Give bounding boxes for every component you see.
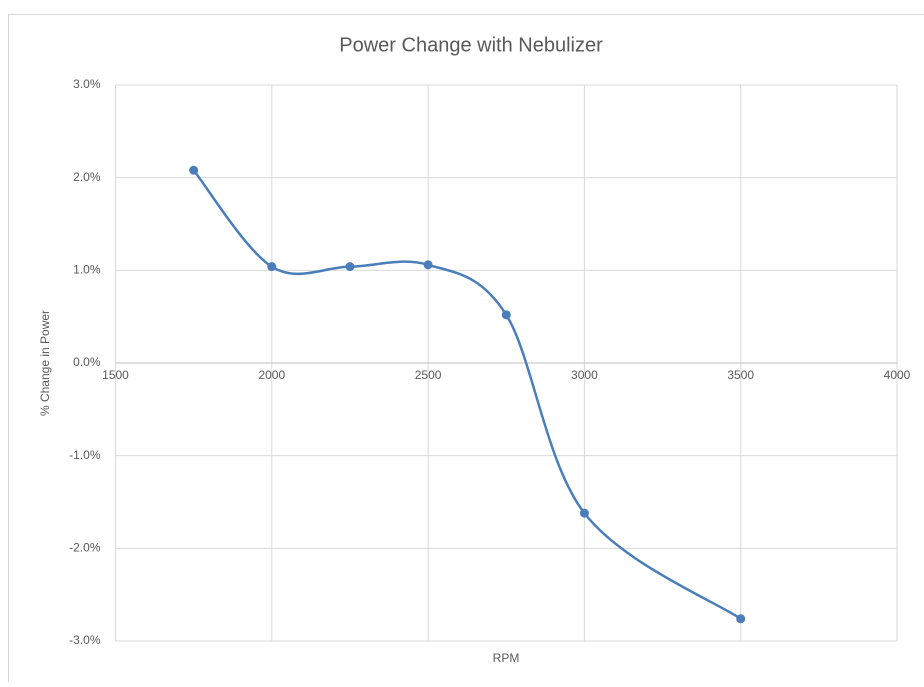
marker — [345, 262, 354, 271]
x-tick-label: 2500 — [415, 368, 442, 382]
x-tick-label: 2000 — [258, 368, 285, 382]
y-tick-label: -3.0% — [69, 633, 101, 647]
x-tick-label: 3500 — [727, 368, 754, 382]
marker — [424, 260, 433, 269]
marker — [502, 310, 511, 319]
marker — [736, 614, 745, 623]
y-tick-label: 3.0% — [73, 77, 101, 91]
chart-title: Power Change with Nebulizer — [339, 34, 603, 56]
x-axis-title: RPM — [493, 651, 520, 665]
marker — [189, 166, 198, 175]
x-tick-label: 4000 — [884, 368, 911, 382]
y-tick-label: 0.0% — [73, 355, 101, 369]
y-tick-label: 2.0% — [73, 170, 101, 184]
marker — [580, 509, 589, 518]
y-tick-label: -1.0% — [69, 448, 101, 462]
y-tick-label: -2.0% — [69, 541, 101, 555]
y-axis-title: % Change in Power — [38, 310, 52, 416]
x-tick-label: 3000 — [571, 368, 598, 382]
y-tick-label: 1.0% — [73, 263, 101, 277]
x-tick-label: 1500 — [102, 368, 129, 382]
chart-frame — [9, 15, 924, 683]
marker — [267, 262, 276, 271]
